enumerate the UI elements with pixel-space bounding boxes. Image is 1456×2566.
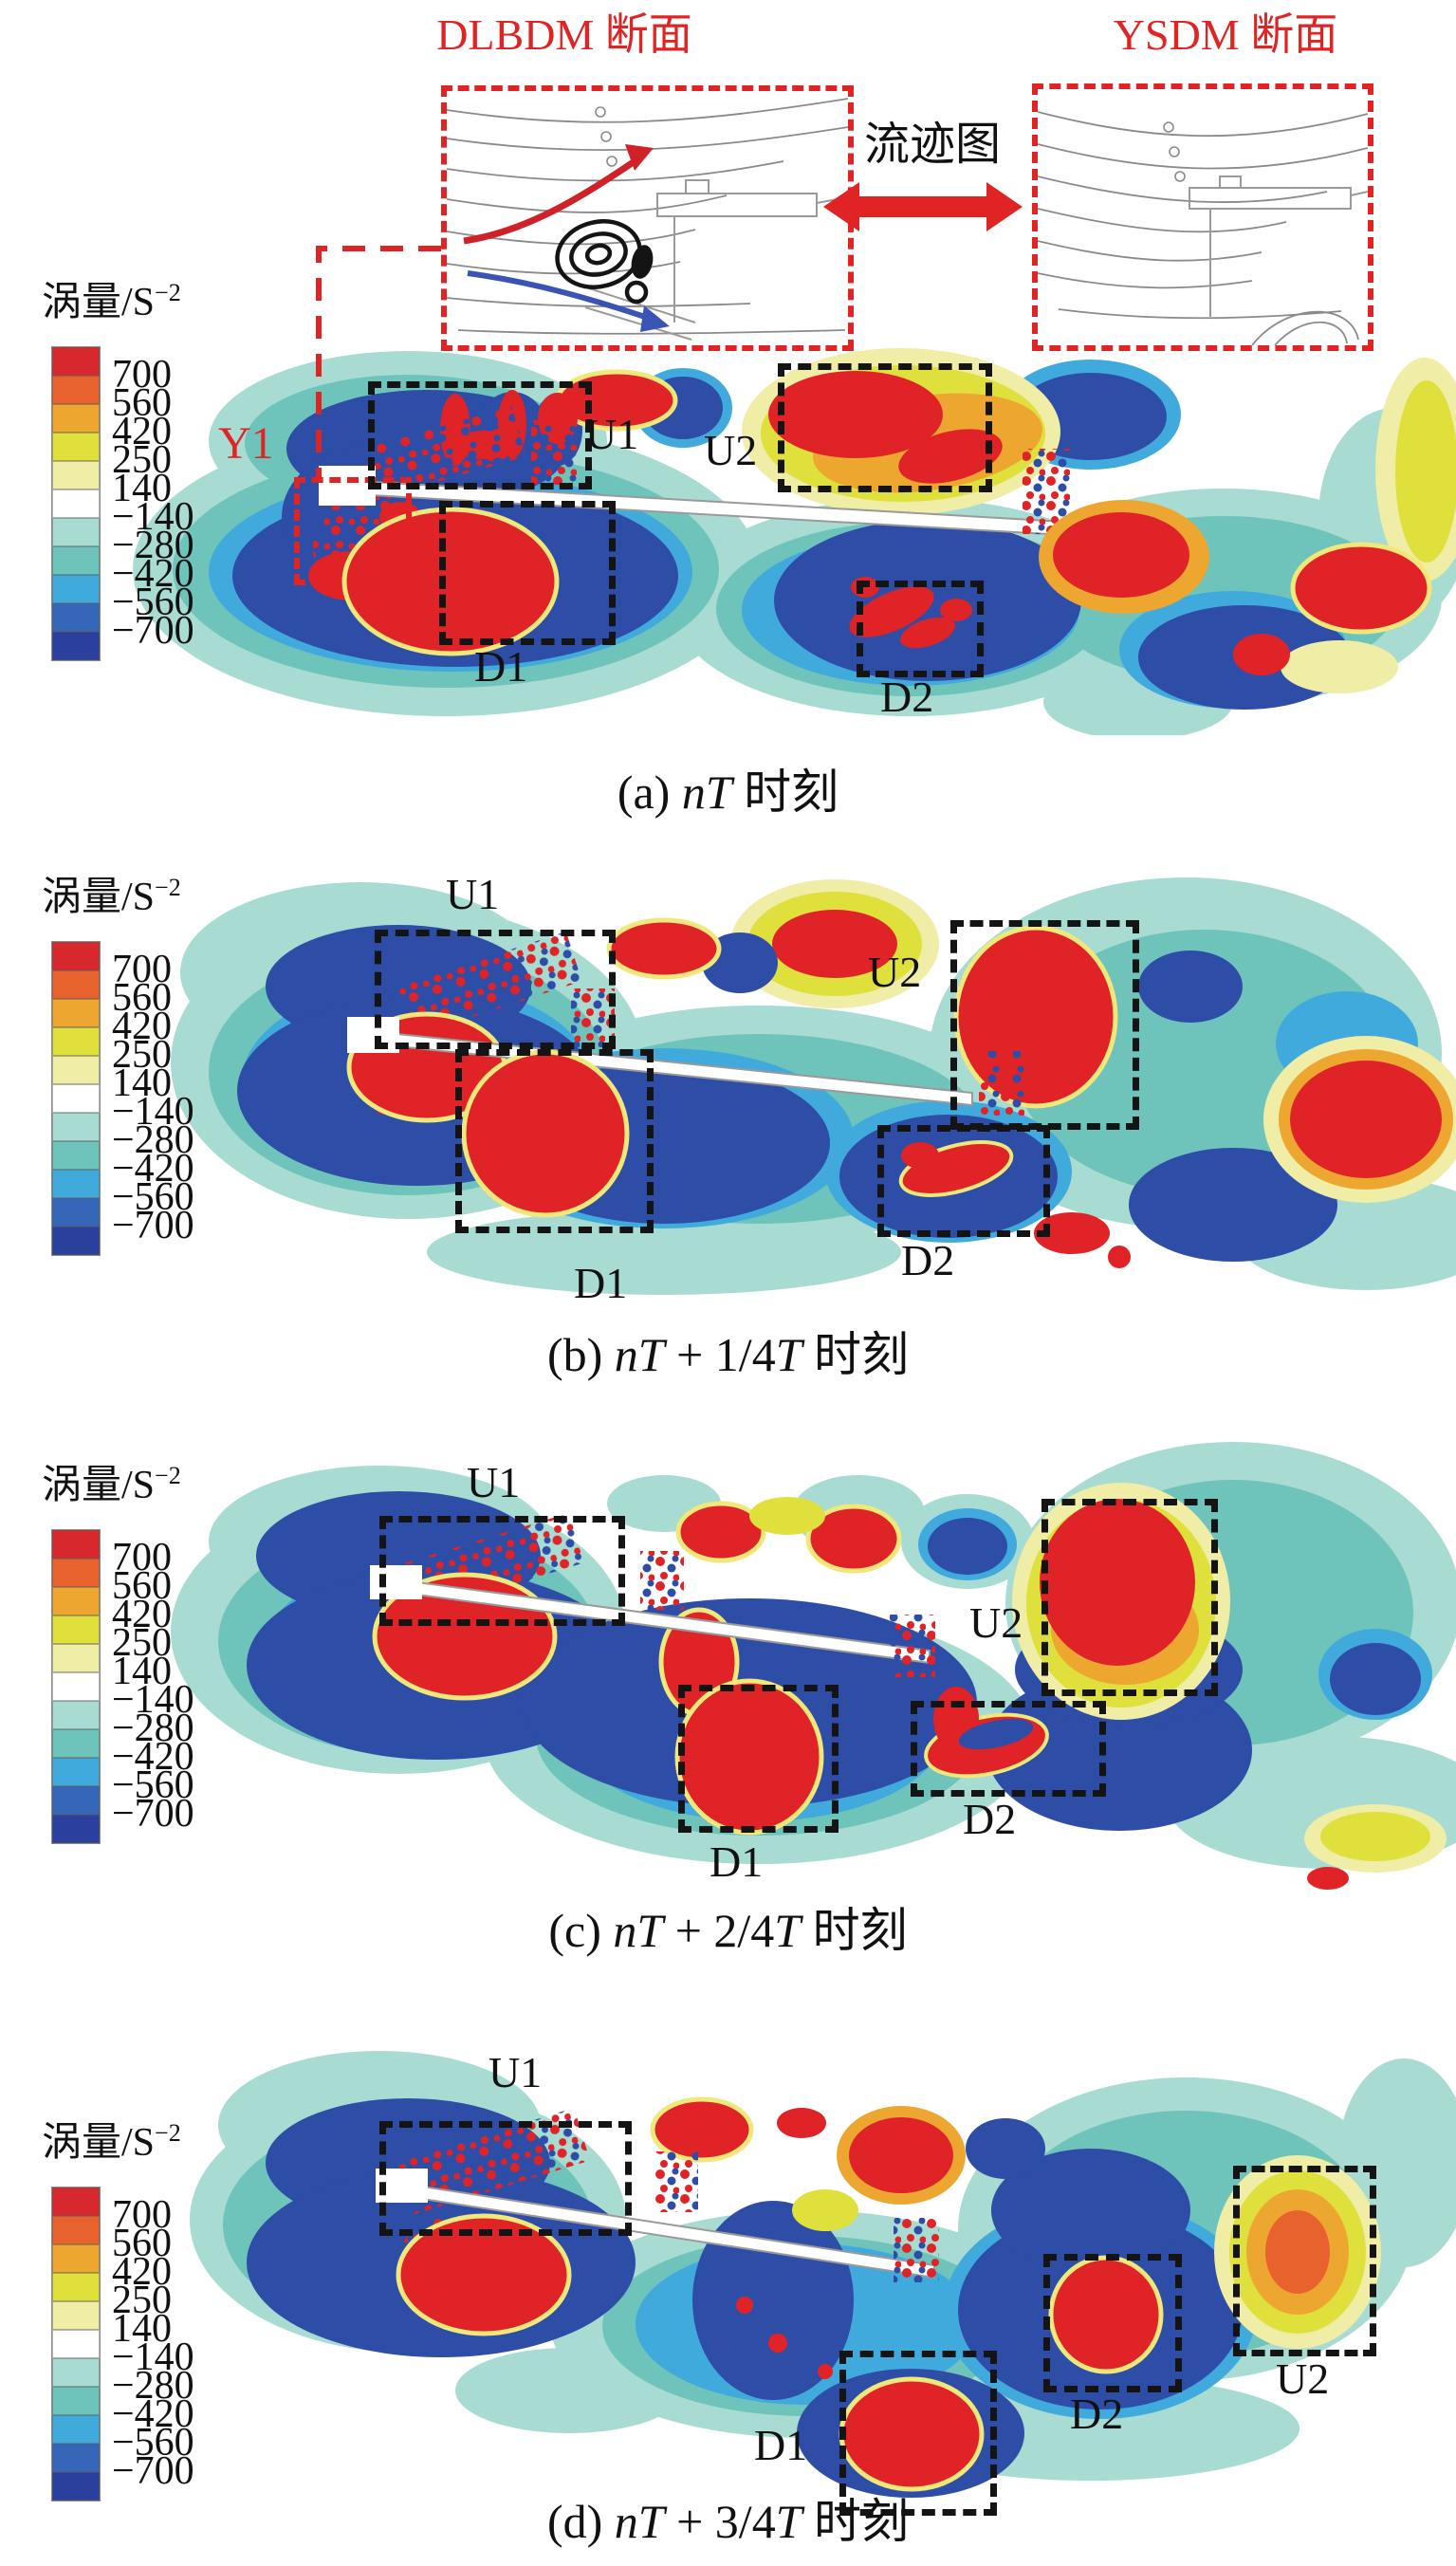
colorbar-labels: 700 560 420 250 140 −140 −280 −420 −560 −700 <box>112 353 194 653</box>
inset-title-ysdm: YSDM 断面 <box>1113 10 1338 59</box>
region-label-u1-panel-a: U1 <box>585 410 639 458</box>
vorticity-field-c <box>171 1442 1456 1890</box>
region-label-u1-panel-c: U1 <box>467 1458 521 1506</box>
vortex-blob <box>631 245 654 279</box>
hanger-circles <box>595 106 617 167</box>
pylon-speckles-1 <box>571 988 615 1047</box>
region-box-u2-panel-d <box>1233 2166 1376 2356</box>
region-box-d1-panel-c <box>678 1685 839 1833</box>
vortex-core-d2-b <box>898 1140 1014 1197</box>
pylon-speckles-1 <box>531 420 577 485</box>
region-box-d2-panel-c <box>911 1701 1106 1797</box>
legend-title: 涡量/S−2 <box>42 874 181 919</box>
pylon-speckles-2 <box>894 2218 939 2282</box>
legend-title: 涡量/S−2 <box>42 2119 181 2165</box>
region-box-d2-panel-a <box>857 581 984 677</box>
colorbar <box>51 346 101 661</box>
legend-panel-a: 涡量/S−2 700 560 420 250 140 −140 −280 −420 −560 −7… <box>40 279 263 664</box>
region-label-d2-panel-c: D2 <box>963 1795 1017 1843</box>
positive-vorticity-u2 <box>742 348 1060 515</box>
deck-section-sketch <box>584 179 848 341</box>
vorticity-field-a <box>133 348 1456 735</box>
region-label-d1-panel-b: D1 <box>574 1259 628 1307</box>
dlbdm-inset-box <box>441 85 854 351</box>
region-label-d2-panel-b: D2 <box>901 1236 955 1284</box>
small-wake-dots <box>736 2297 833 2379</box>
ysdm-inset-box <box>1032 83 1373 351</box>
region-box-d1-panel-a <box>439 501 616 645</box>
vortex-core-d1-c <box>674 1678 824 1836</box>
colorbar <box>51 941 101 1256</box>
pylon-speckles-1 <box>654 2151 698 2212</box>
right-edge-streaks <box>1281 358 1456 693</box>
region-label-y1: Y1 <box>218 418 274 469</box>
vortex-sketch <box>555 219 649 305</box>
region-box-u1-panel-a <box>368 381 592 489</box>
region-label-u2-panel-a: U2 <box>704 426 758 474</box>
region-label-d1-panel-a: D1 <box>474 642 528 691</box>
bridge-deck-c <box>370 1565 931 1665</box>
shed-vortex-row <box>650 2096 966 2231</box>
streamlines <box>447 98 848 335</box>
hanger-circles <box>1163 121 1186 182</box>
region-box-d1-panel-d <box>839 2351 997 2516</box>
region-label-u1-panel-b: U1 <box>446 870 500 918</box>
lower-flow-arrow-icon <box>467 270 670 332</box>
colorbar-labels: 700 560 420 250 140 −140 −280 −420 −560 −700 <box>112 1536 194 1836</box>
region-label-d2-panel-d: D2 <box>1070 2390 1124 2438</box>
wake-vortices-right <box>1039 500 1432 675</box>
colorbar <box>51 1529 101 1844</box>
region-label-u1-panel-d: U1 <box>488 2048 543 2096</box>
caption-panel-a: (a) nT 时刻 <box>617 766 839 819</box>
y1-region-box <box>294 477 412 585</box>
inset-title-dlbdm: DLBDM 断面 <box>436 10 692 59</box>
deck-section-sketch <box>1189 175 1368 317</box>
streamline-map-label: 流迹图 <box>863 120 1001 170</box>
region-label-d1-panel-c: D1 <box>710 1837 764 1886</box>
vorticity-field-b <box>171 877 1456 1295</box>
ysdm-streamline-sketch <box>1038 111 1368 345</box>
streamlines <box>1038 111 1368 345</box>
bottom-right-streaks <box>1304 1804 1447 1890</box>
region-box-u2-panel-b <box>950 920 1139 1130</box>
pylon-speckles-2 <box>979 1051 1024 1116</box>
vortex-core-u2-c <box>1012 1483 1230 1720</box>
caption-panel-b: (b) nT + 1/4T 时刻 <box>546 1328 910 1381</box>
region-label-u2-panel-b: U2 <box>868 948 922 996</box>
region-label-u2-panel-d: U2 <box>1276 2354 1330 2403</box>
region-label-u2-panel-c: U2 <box>969 1598 1023 1647</box>
legend-panel-b: 涡量/S−2 700 560 420 250 140 −140 −280 −420 −560 −7… <box>40 874 263 1259</box>
region-box-u1-panel-d <box>379 2121 632 2236</box>
region-box-u2-panel-c <box>1041 1499 1218 1696</box>
region-label-d1-panel-d: D1 <box>754 2421 808 2469</box>
colorbar-labels: 700 560 420 250 140 −140 −280 −420 −560 −700 <box>112 2193 194 2493</box>
vortex-street-speckles <box>394 932 582 1038</box>
shed-vortex-row <box>675 1497 902 1574</box>
region-label-d2-panel-a: D2 <box>880 673 934 721</box>
wake-vortex-right <box>1034 1036 1456 1268</box>
pylon-speckles-1 <box>640 1551 684 1610</box>
dlbdm-streamline-sketch <box>447 98 848 341</box>
legend-title: 涡量/S−2 <box>42 1462 181 1507</box>
region-box-u2-panel-a <box>778 363 992 492</box>
colorbar-labels: 700 560 420 250 140 −140 −280 −420 −560 −700 <box>112 948 194 1247</box>
pylon-speckles-2 <box>890 1615 935 1677</box>
caption-panel-d: (d) nT + 3/4T 时刻 <box>546 2495 910 2548</box>
vortex-core-u2-d <box>1214 2155 1381 2349</box>
legend-panel-c: 涡量/S−2 700 560 420 250 140 −140 −280 −420 −560 −7… <box>40 1462 263 1847</box>
legend-title: 涡量/S−2 <box>42 279 181 324</box>
region-box-d1-panel-b <box>455 1049 654 1233</box>
upper-flow-arrow-icon <box>463 144 654 245</box>
region-box-d2-panel-d <box>1043 2254 1182 2392</box>
caption-panel-c: (c) nT + 2/4T 时刻 <box>548 1904 908 1957</box>
leading-edge-vortex <box>396 2213 572 2336</box>
region-box-u1-panel-c <box>379 1516 625 1626</box>
legend-panel-d: 涡量/S−2 700 560 420 250 140 −140 −280 −420 −560 −7… <box>40 2119 263 2504</box>
colorbar <box>51 2187 101 2501</box>
region-box-u1-panel-b <box>375 930 616 1049</box>
region-box-d2-panel-b <box>877 1125 1050 1237</box>
